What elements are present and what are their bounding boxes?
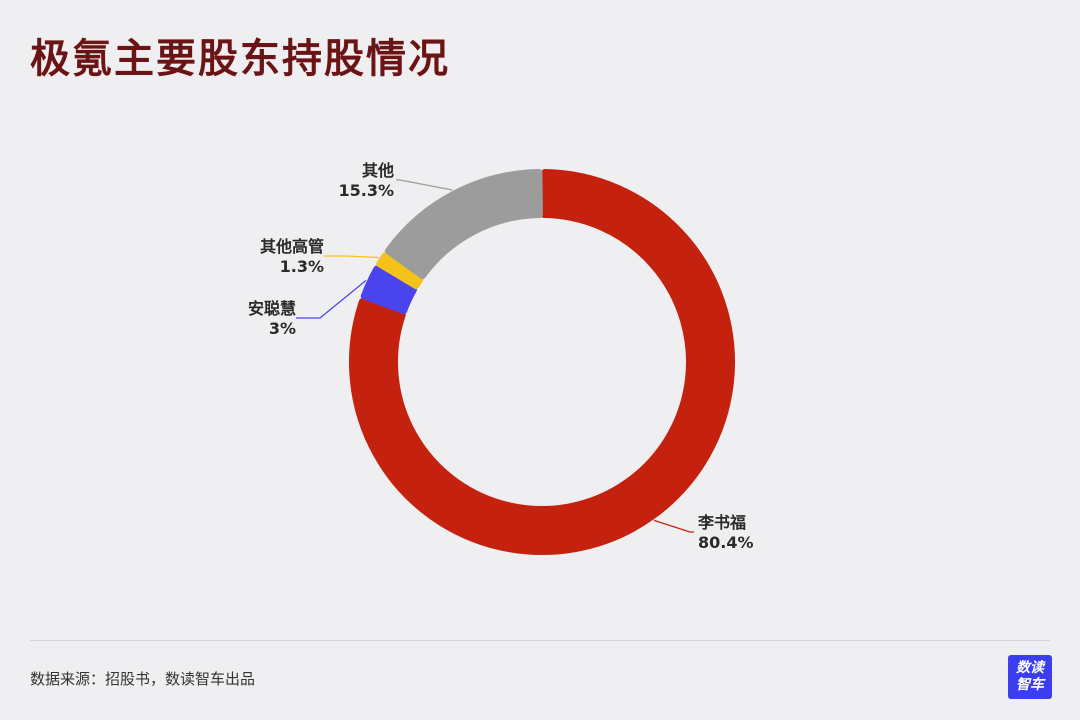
brand-logo-line1: 数读 [1016, 660, 1044, 676]
slice-value-an-conghui: 3% [269, 319, 296, 338]
brand-logo: 数读 智车 [1008, 655, 1052, 699]
slice-value-other-executives: 1.3% [280, 257, 324, 276]
page-title: 极氪主要股东持股情况 [30, 36, 450, 82]
slice-name-li-shufu: 李书福 [697, 513, 746, 532]
leader-line-li-shufu [653, 519, 694, 533]
leader-line-others [396, 179, 453, 191]
brand-logo-line2: 智车 [1016, 677, 1044, 693]
slice-others [384, 169, 543, 280]
footer-divider [30, 640, 1050, 641]
slice-name-an-conghui: 安聪慧 [248, 299, 296, 318]
slice-name-other-executives: 其他高管 [260, 237, 324, 256]
leader-line-an-conghui [296, 280, 367, 319]
slice-an-conghui [360, 265, 417, 315]
data-source: 数据来源：招股书，数读智车出品 [30, 670, 256, 688]
slice-value-others: 15.3% [338, 181, 394, 200]
leader-line-other-executives [324, 255, 379, 259]
slice-value-li-shufu: 80.4% [698, 533, 754, 552]
slice-li-shufu [349, 169, 735, 555]
slice-other-executives [376, 252, 424, 290]
slice-name-others: 其他 [362, 161, 394, 180]
